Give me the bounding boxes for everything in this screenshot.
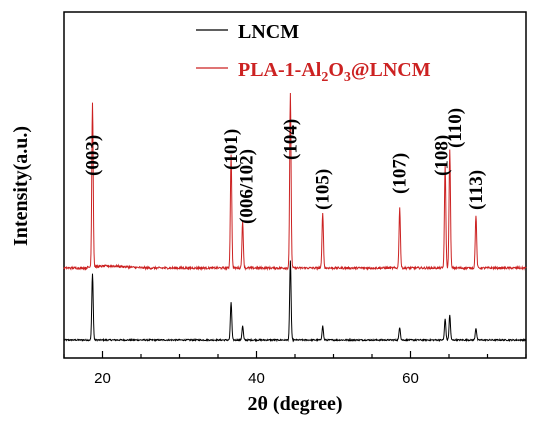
peak-label: (003) — [83, 135, 104, 176]
peak-label: (101) — [221, 129, 242, 170]
series-line-lncm — [63, 260, 527, 343]
peak-label: (107) — [390, 153, 411, 194]
series-line-pla-al2o3-lncm — [63, 93, 527, 271]
x-axis-title: 2θ (degree) — [247, 393, 342, 415]
y-axis-title: Intensity(a.u.) — [10, 126, 32, 246]
x-tick-label: 40 — [248, 370, 265, 387]
peak-label: (006/102) — [237, 149, 258, 224]
x-tick-label: 60 — [402, 370, 419, 387]
peak-label: (113) — [466, 170, 487, 210]
legend-label-pla: PLA-1-Al2O3@LNCM — [238, 59, 431, 85]
peak-annotations: (003) (101)(006/102)(104)(105) (107) (108)(… — [83, 108, 488, 224]
series-group — [63, 93, 527, 343]
legend-label-lncm: LNCM — [238, 21, 299, 43]
legend: LNCM PLA-1-Al2O3@LNCM — [196, 21, 431, 85]
peak-label: (105) — [313, 169, 334, 210]
peak-label: (104) — [280, 119, 301, 160]
x-tick-label: 20 — [94, 370, 111, 387]
peak-label: (110) — [445, 108, 466, 148]
x-axis-ticks: 20 40 60 — [63, 351, 527, 387]
peak-label: (108) — [431, 135, 452, 176]
